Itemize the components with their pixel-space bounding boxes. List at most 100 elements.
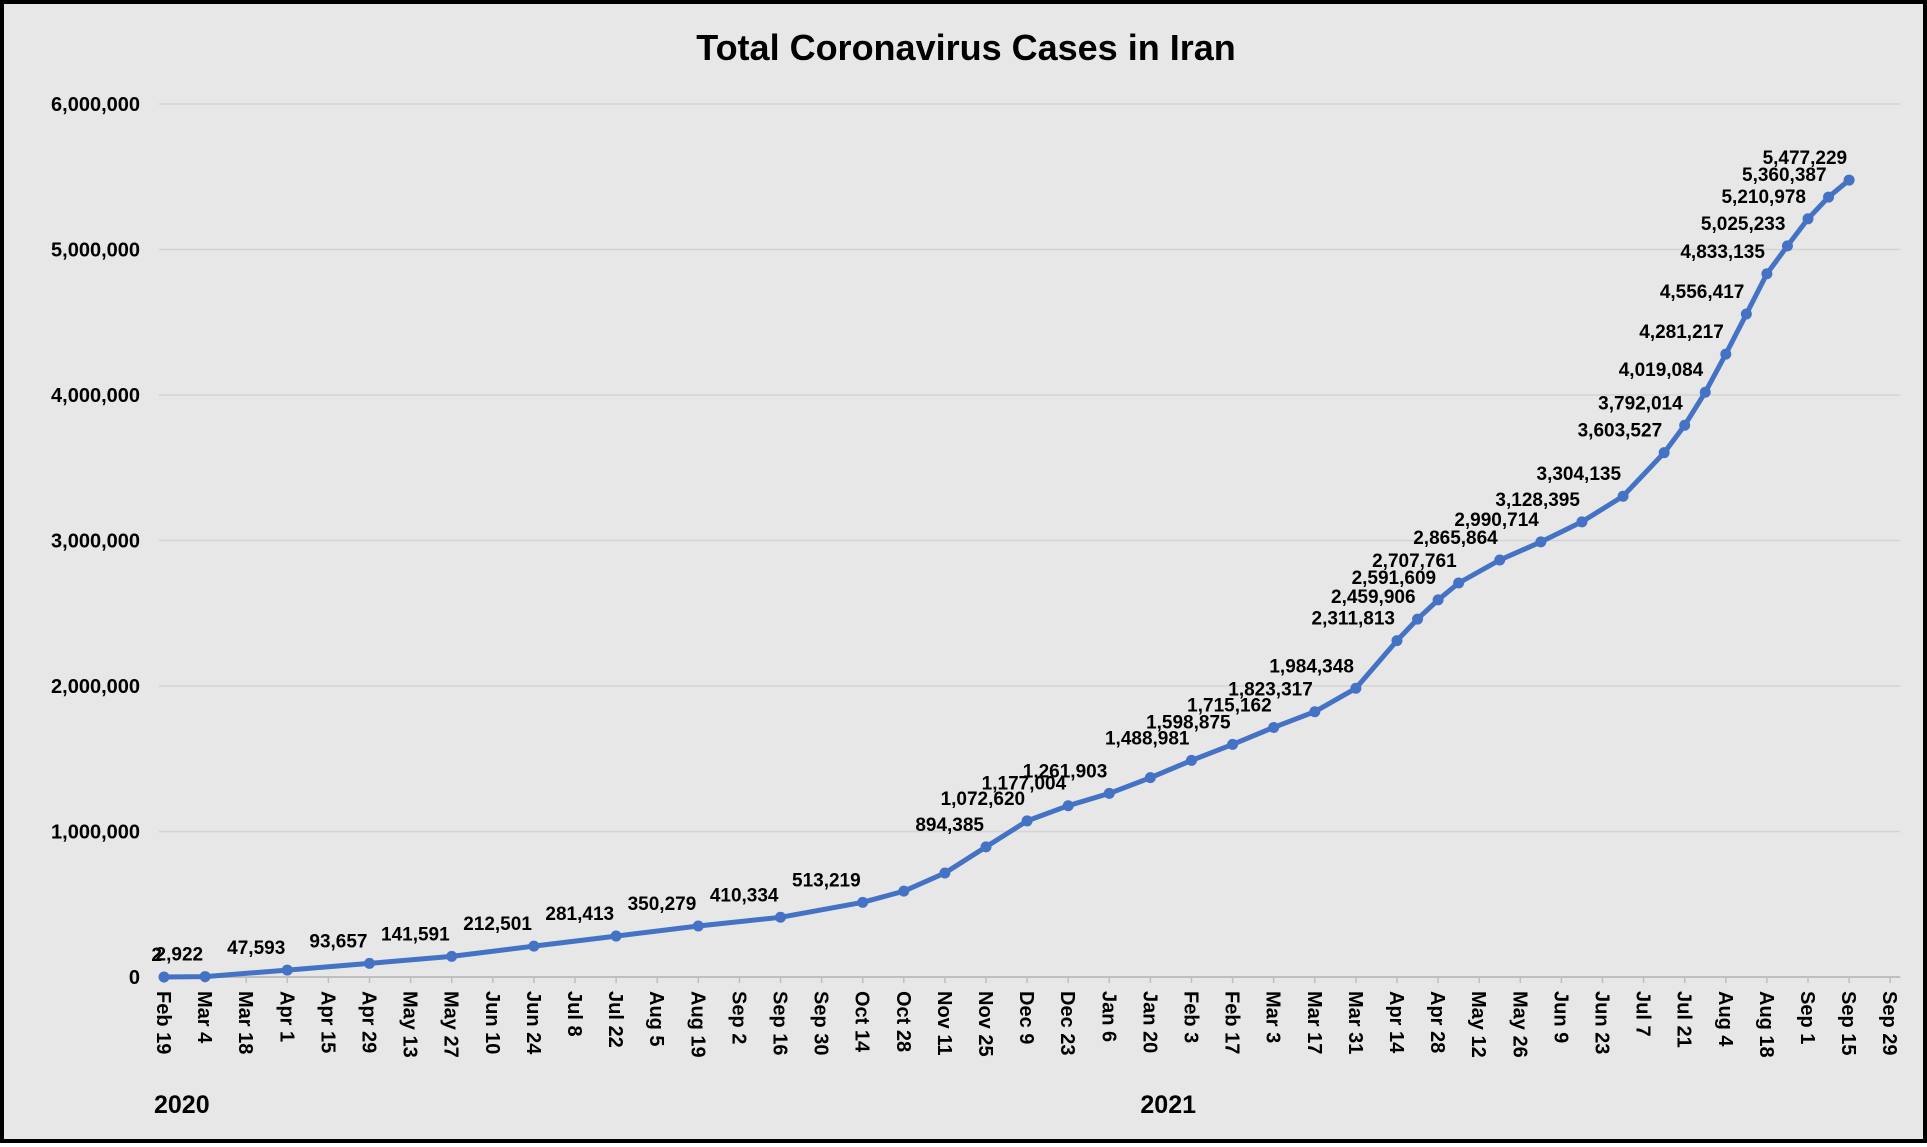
x-tick-label: Mar 18	[234, 991, 256, 1054]
x-tick-label: Jun 10	[481, 991, 503, 1054]
data-label: 281,413	[545, 904, 614, 925]
x-tick-label: Mar 3	[1262, 991, 1284, 1043]
data-label: 2	[151, 945, 162, 966]
data-label: 3,128,395	[1495, 490, 1580, 511]
y-tick-label: 5,000,000	[51, 240, 140, 262]
x-tick-label: Sep 2	[727, 991, 749, 1044]
data-label: 2,922	[156, 945, 204, 966]
data-point	[1658, 447, 1670, 459]
x-tick-label: Dec 23	[1056, 991, 1078, 1056]
data-point	[1781, 240, 1793, 252]
year-label: 2020	[154, 1091, 210, 1119]
data-label: 4,019,084	[1619, 360, 1704, 381]
data-point	[1227, 738, 1239, 750]
y-tick-label: 6,000,000	[51, 94, 140, 116]
data-label: 2,591,609	[1352, 568, 1437, 589]
data-point	[199, 971, 211, 983]
gridlines	[159, 103, 1901, 978]
x-tick-label: May 26	[1508, 991, 1530, 1058]
y-tick-label: 1,000,000	[51, 822, 140, 844]
x-tick-label: Apr 15	[316, 991, 338, 1053]
data-point	[610, 930, 622, 942]
data-label: 2,865,864	[1413, 528, 1498, 549]
data-point	[898, 885, 910, 897]
data-label: 141,591	[381, 924, 450, 945]
series-line	[161, 177, 1852, 980]
x-tick-label: May 27	[440, 991, 462, 1058]
x-tick-label: Jun 24	[522, 991, 544, 1055]
data-label: 5,210,978	[1721, 187, 1806, 208]
data-label: 894,385	[915, 815, 984, 836]
x-tick-label: Aug 19	[686, 991, 708, 1058]
data-label: 513,219	[792, 870, 861, 891]
x-tick-label: May 12	[1467, 991, 1489, 1058]
data-label: 1,261,903	[1023, 761, 1108, 782]
data-label: 410,334	[710, 885, 779, 906]
y-axis: 0 1,000,000 2,000,000 3,000,000 4,000,000 5,0…	[51, 94, 140, 989]
data-point	[1761, 268, 1773, 280]
data-point	[1720, 348, 1732, 360]
data-point	[281, 964, 293, 976]
x-tick-label: Oct 14	[851, 991, 873, 1053]
line-chart: Total Coronavirus Cases in Iran 0 1,000,0…	[51, 27, 1901, 1119]
data-point	[939, 867, 951, 879]
x-tick-label: Jan 6	[1097, 991, 1119, 1042]
chart-title: Total Coronavirus Cases in Iran	[696, 27, 1235, 68]
data-labels: 22,922 47,593 93,657 141,591 212,501 281,413 3…	[151, 148, 1847, 966]
data-label: 47,593	[227, 938, 285, 959]
data-label: 2,459,906	[1331, 587, 1416, 608]
x-tick-label: Aug 5	[645, 991, 667, 1047]
data-label: 1,984,348	[1269, 656, 1354, 677]
x-tick-label: May 13	[399, 991, 421, 1058]
data-point	[1432, 594, 1444, 606]
data-point	[446, 950, 458, 962]
data-point	[1843, 174, 1855, 186]
x-tick-label: Jul 8	[563, 991, 585, 1037]
data-point	[1350, 682, 1362, 694]
data-point	[364, 957, 375, 969]
x-tick-label: Apr 28	[1426, 991, 1448, 1053]
data-label: 1,715,162	[1187, 695, 1272, 716]
data-label: 1,177,004	[982, 774, 1067, 795]
data-label: 1,072,620	[941, 789, 1026, 810]
y-tick-label: 3,000,000	[51, 531, 140, 553]
data-label: 4,556,417	[1660, 282, 1745, 303]
x-tick-label: Apr 29	[358, 991, 380, 1053]
data-point	[1144, 772, 1156, 784]
data-label: 5,025,233	[1701, 214, 1786, 235]
data-point	[1535, 536, 1547, 548]
x-tick-label: Jun 23	[1591, 991, 1613, 1054]
data-point	[857, 896, 869, 908]
data-point	[1391, 635, 1403, 647]
data-label: 350,279	[628, 894, 697, 915]
x-tick-label: Dec 9	[1015, 991, 1037, 1044]
year-label: 2021	[1140, 1091, 1196, 1119]
data-point	[1494, 554, 1506, 566]
data-point	[775, 911, 786, 923]
x-tick-label: Feb 19	[152, 991, 174, 1054]
data-point	[1412, 613, 1424, 625]
data-point	[158, 971, 170, 983]
data-point	[1268, 721, 1280, 733]
data-label: 1,488,981	[1105, 728, 1190, 749]
data-point	[1103, 787, 1115, 799]
x-tick-label: Aug 18	[1755, 991, 1777, 1058]
data-point	[1186, 754, 1197, 766]
data-point	[1062, 800, 1074, 812]
data-point	[1309, 706, 1321, 718]
data-label: 212,501	[463, 914, 532, 935]
x-tick-label: Jul 7	[1632, 991, 1654, 1037]
data-label: 4,281,217	[1639, 322, 1724, 343]
data-label: 3,304,135	[1537, 464, 1622, 485]
y-tick-label: 0	[129, 967, 140, 989]
year-labels: 2020 2021	[154, 1091, 1196, 1119]
data-label: 3,603,527	[1578, 421, 1663, 442]
x-tick-label: Jul 22	[604, 991, 626, 1048]
x-tick-label: Nov 11	[933, 991, 955, 1055]
x-tick-label: Jul 21	[1673, 991, 1695, 1048]
data-label: 5,477,229	[1763, 148, 1848, 169]
data-point	[1617, 490, 1629, 502]
x-tick-label: Feb 17	[1221, 991, 1243, 1054]
x-tick-label: Nov 25	[974, 991, 996, 1057]
x-tick-label: Sep 29	[1878, 991, 1900, 1055]
